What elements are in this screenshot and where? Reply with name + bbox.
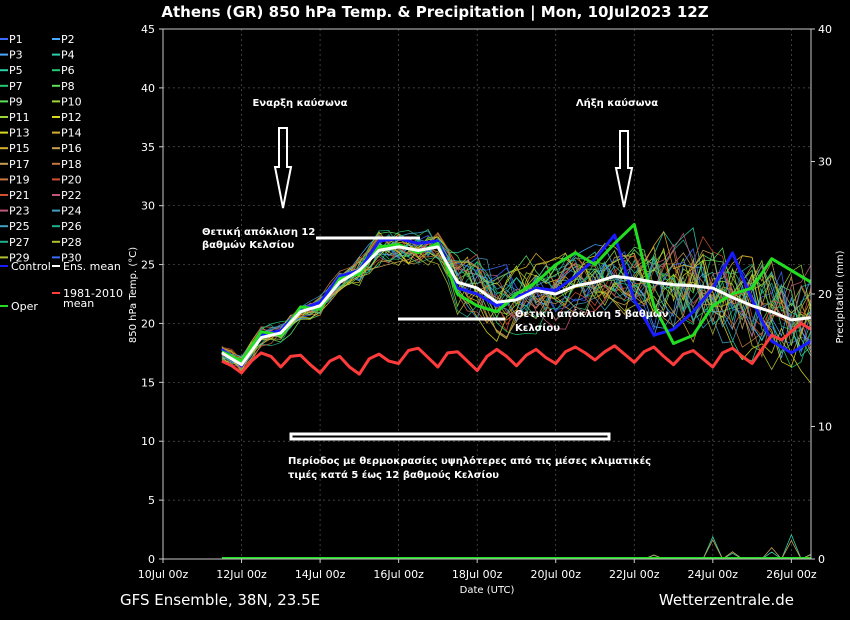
y2-tick-label: 30 (818, 156, 832, 169)
deviation-5-label: Θετική απόκλιση 5 βαθμών (515, 308, 669, 320)
x-tick-label: 26Jul 00z (766, 568, 817, 581)
period-label-line2: τιμές κατά 5 έως 12 βαθμούς Κελσίου (288, 469, 499, 481)
series-line-ens-mean (221, 245, 812, 367)
legend-entry: P1 (9, 33, 23, 46)
y-tick-label: 10 (141, 435, 155, 448)
legend-oper: Oper (11, 300, 38, 313)
x-tick-label: 16Jul 00z (373, 568, 424, 581)
period-bar (289, 432, 611, 441)
y-tick-label: 20 (141, 317, 155, 330)
y-tick-label: 0 (148, 553, 155, 566)
legend-entry: P23 (9, 205, 30, 218)
legend-entry: P19 (9, 173, 30, 186)
x-tick-label: 14Jul 00z (295, 568, 346, 581)
legend-entry: P20 (61, 173, 82, 186)
axes: 0 5 10 15 20 25 30 35 40 45 0 10 20 30 40 10Jul 00z 12Ju… (138, 23, 832, 581)
legend-entry: P29 (9, 251, 30, 264)
legend-entry: P27 (9, 236, 30, 249)
x-axis-label: Date (UTC) (460, 585, 515, 596)
y2-tick-label: 0 (818, 553, 825, 566)
legend-entry: P10 (61, 95, 82, 108)
heatwave-start-label: Εναρξη καύσωνα (252, 97, 347, 109)
x-tick-label: 22Jul 00z (609, 568, 660, 581)
period-label: Περίοδος με θερμοκρασίες υψηλότερες από … (288, 455, 651, 467)
x-tick-label: 24Jul 00z (688, 568, 739, 581)
legend-entry: P17 (9, 158, 30, 171)
legend-entry: P7 (9, 80, 23, 93)
legend-entry: P4 (61, 49, 75, 62)
y-tick-label: 30 (141, 200, 155, 213)
legend-entry: P8 (61, 80, 75, 93)
legend-entry: P9 (9, 95, 23, 108)
member-line (221, 230, 812, 365)
legend-entry: P13 (9, 127, 30, 140)
y-tick-label: 5 (148, 494, 155, 507)
legend-ens-mean: Ens. mean (63, 260, 121, 273)
y-tick-label: 25 (141, 259, 155, 272)
y-tick-label: 45 (141, 23, 155, 36)
y2-tick-label: 40 (818, 23, 832, 36)
y-tick-label: 15 (141, 376, 155, 389)
member-line (221, 230, 812, 363)
y2-axis-label: Precipitation (mm) (835, 250, 846, 343)
deviation-12-label-line2: βαθμών Κελσίου (202, 239, 294, 251)
x-tick-label: 10Jul 00z (138, 568, 189, 581)
legend-entry: P6 (61, 64, 75, 77)
y-tick-label: 40 (141, 82, 155, 95)
footer-source: Wetterzentrale.de (659, 591, 794, 609)
deviation-5-label-line2: Κελσίου (515, 322, 560, 334)
legend-entry: P12 (61, 111, 82, 124)
legend-entry: P11 (9, 111, 30, 124)
legend-control: Control (11, 260, 51, 273)
legend-entry: P2 (61, 33, 75, 46)
y2-tick-label: 20 (818, 288, 832, 301)
legend-entry: P16 (61, 142, 82, 155)
annotations: Εναρξη καύσωνα Λήξη καύσωνα Θετική απόκλ… (202, 97, 669, 481)
member-line (221, 229, 812, 363)
x-tick-label: 20Jul 00z (530, 568, 581, 581)
arrow-down-icon (614, 130, 634, 208)
y-tick-label: 35 (141, 141, 155, 154)
legend-entry: P26 (61, 220, 82, 233)
legend-entry: P15 (9, 142, 30, 155)
legend-entry: P22 (61, 189, 82, 202)
member-line (221, 234, 812, 369)
legend-entry: P18 (61, 158, 82, 171)
legend-clim: 1981-2010 (63, 287, 123, 300)
legend-entry: P5 (9, 64, 23, 77)
main-series (220, 223, 812, 376)
deviation-12-label: Θετική απόκλιση 12 (202, 226, 315, 238)
heatwave-end-label: Λήξη καύσωνα (576, 97, 658, 109)
legend-entry: P3 (9, 49, 23, 62)
legend: P1 P2 P3 P4 P5 P6 P7 P8 P9 P10 P11 P12 P13 P14 P15 P16 P… (0, 33, 123, 313)
legend-entry: P24 (61, 205, 82, 218)
legend-entry: P21 (9, 189, 30, 202)
chart-title: Athens (GR) 850 hPa Temp. & Precipitatio… (161, 3, 708, 22)
legend-entry: P30 (61, 251, 82, 264)
footer-model-info: GFS Ensemble, 38N, 23.5E (120, 591, 320, 609)
series-line-1981-2010-mean (221, 321, 812, 376)
y2-tick-label: 10 (818, 421, 832, 434)
arrow-down-icon (273, 127, 293, 209)
y-axis-label: 850 hPa Temp. (°C) (128, 247, 139, 343)
series-line-oper (221, 223, 812, 363)
x-tick-label: 12Jul 00z (216, 568, 267, 581)
legend-clim-line2: mean (63, 297, 94, 310)
legend-entry: P25 (9, 220, 30, 233)
legend-entry: P28 (61, 236, 82, 249)
x-tick-label: 18Jul 00z (452, 568, 503, 581)
legend-entry: P14 (61, 127, 82, 140)
